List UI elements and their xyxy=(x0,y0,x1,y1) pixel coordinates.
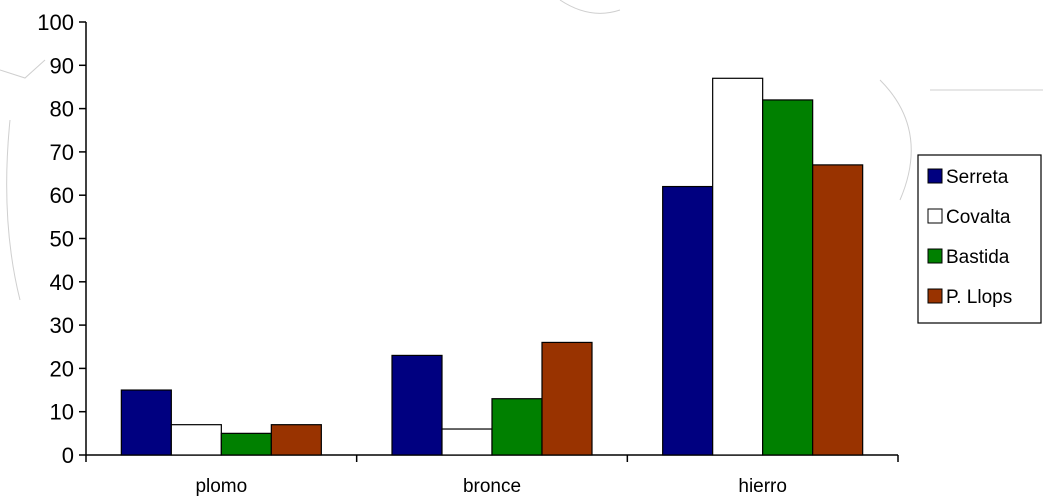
legend-label: Covalta xyxy=(946,207,1011,228)
y-tick-label: 0 xyxy=(62,443,74,468)
y-tick-label: 40 xyxy=(50,270,74,295)
bar-serreta-bronce xyxy=(391,354,443,456)
y-tick-label: 80 xyxy=(50,97,74,122)
bar-covalta-plomo xyxy=(170,424,222,456)
bar-p-llops-plomo xyxy=(270,424,322,456)
y-tick-label: 10 xyxy=(50,400,74,425)
y-tick-label: 60 xyxy=(50,183,74,208)
bar-bastida-hierro xyxy=(762,99,814,456)
legend-label: Serreta xyxy=(946,167,1009,188)
y-tick-label: 50 xyxy=(50,227,74,252)
y-tick-label: 70 xyxy=(50,140,74,165)
legend-swatch xyxy=(927,248,943,264)
y-tick-label: 90 xyxy=(50,53,74,78)
bar-bastida-plomo xyxy=(220,432,272,456)
bar-p-llops-hierro xyxy=(812,164,864,456)
axis-labels: 0 10 20 30 40 50 60 70 80 90 100 plomo bronce hierro xyxy=(37,10,787,497)
y-tick-label: 20 xyxy=(50,356,74,381)
legend: Serreta Covalta Bastida P. Llops xyxy=(917,154,1042,324)
legend-label: P. Llops xyxy=(946,287,1012,308)
x-category-label: plomo xyxy=(195,476,247,497)
bar-bastida-bronce xyxy=(491,398,543,456)
bar-p-llops-bronce xyxy=(541,341,593,456)
background-decoration xyxy=(0,0,1043,301)
y-tick-label: 100 xyxy=(37,10,74,35)
bar-serreta-plomo xyxy=(120,389,172,456)
legend-swatch xyxy=(927,208,943,224)
bars xyxy=(120,77,864,456)
legend-label: Bastida xyxy=(946,247,1010,268)
y-tick-label: 30 xyxy=(50,313,74,338)
x-category-label: bronce xyxy=(463,476,521,497)
legend-swatch xyxy=(927,288,943,304)
legend-swatch xyxy=(927,168,943,184)
bar-serreta-hierro xyxy=(662,185,714,456)
x-category-label: hierro xyxy=(738,476,787,497)
bar-covalta-bronce xyxy=(441,428,493,456)
bar-covalta-hierro xyxy=(712,77,764,456)
